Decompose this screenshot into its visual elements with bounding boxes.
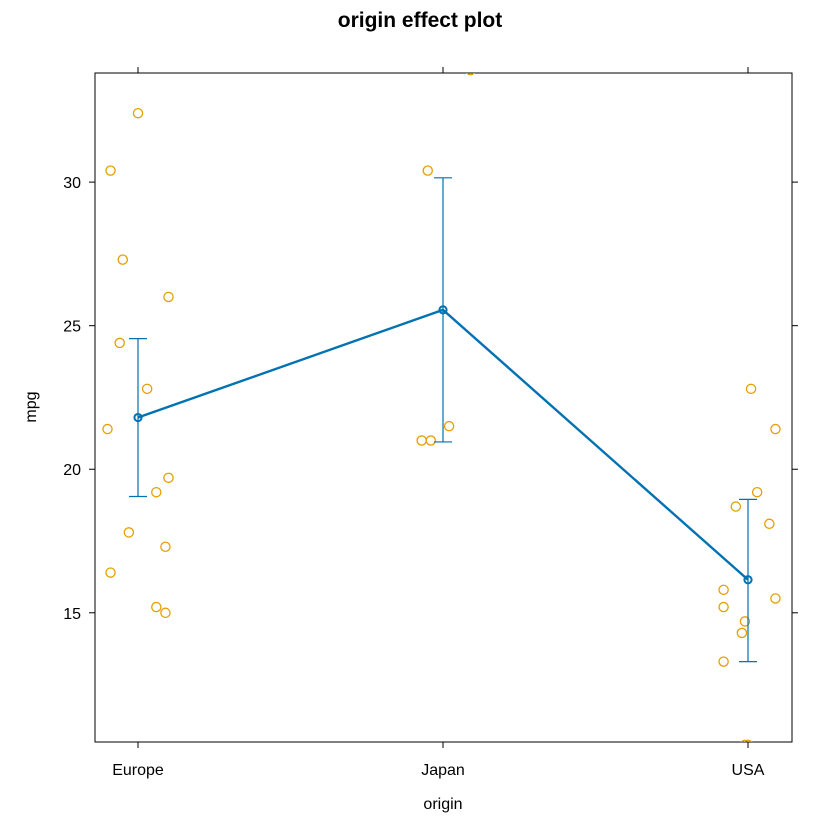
residual-point	[163, 291, 174, 303]
residual-point	[141, 383, 153, 395]
chart-title: origin effect plot	[338, 9, 503, 32]
residual-point	[117, 254, 129, 265]
residual-point	[160, 541, 171, 553]
y-tick-label: 30	[63, 175, 81, 192]
residual-point	[163, 472, 174, 484]
residual-point	[740, 739, 750, 742]
residual-point	[466, 73, 475, 76]
residual-point	[718, 584, 729, 596]
residual-point	[718, 656, 729, 667]
residual-point	[745, 383, 757, 395]
residual-point	[751, 486, 763, 498]
residual-point	[736, 627, 748, 639]
effect-point	[133, 412, 143, 423]
y-tick-label: 20	[63, 462, 81, 479]
y-tick-label: 25	[63, 319, 81, 336]
residual-point	[102, 423, 113, 435]
residual-point	[151, 601, 162, 613]
effect-point	[743, 575, 753, 585]
residual-point	[764, 518, 775, 530]
residual-point	[151, 486, 162, 498]
effect-line	[137, 308, 749, 581]
residual-point	[105, 567, 116, 578]
residual-point	[425, 435, 437, 446]
x-tick-label: USA	[732, 762, 765, 779]
y-axis-label: mpg	[23, 391, 40, 422]
y-tick-label: 15	[63, 606, 81, 623]
plot-area: Europe Japan USA 15 20 25 30	[63, 67, 798, 779]
residual-point	[770, 423, 781, 435]
x-tick-label: Japan	[421, 762, 465, 779]
residual-point	[739, 616, 751, 627]
residual-point	[730, 501, 742, 512]
residual-point	[160, 607, 171, 619]
residual-point	[123, 527, 135, 538]
residual-point	[743, 739, 753, 742]
residual-point	[443, 420, 455, 432]
effect-point	[438, 305, 448, 315]
x-axis-label: origin	[423, 796, 462, 813]
x-tick-label: Europe	[112, 762, 164, 779]
residual-point	[105, 165, 116, 176]
residual-point	[416, 435, 427, 446]
residual-point	[132, 107, 144, 119]
residual-point	[718, 601, 729, 613]
residual-point	[114, 337, 125, 349]
residual-point	[422, 165, 433, 176]
residual-point	[770, 593, 781, 604]
